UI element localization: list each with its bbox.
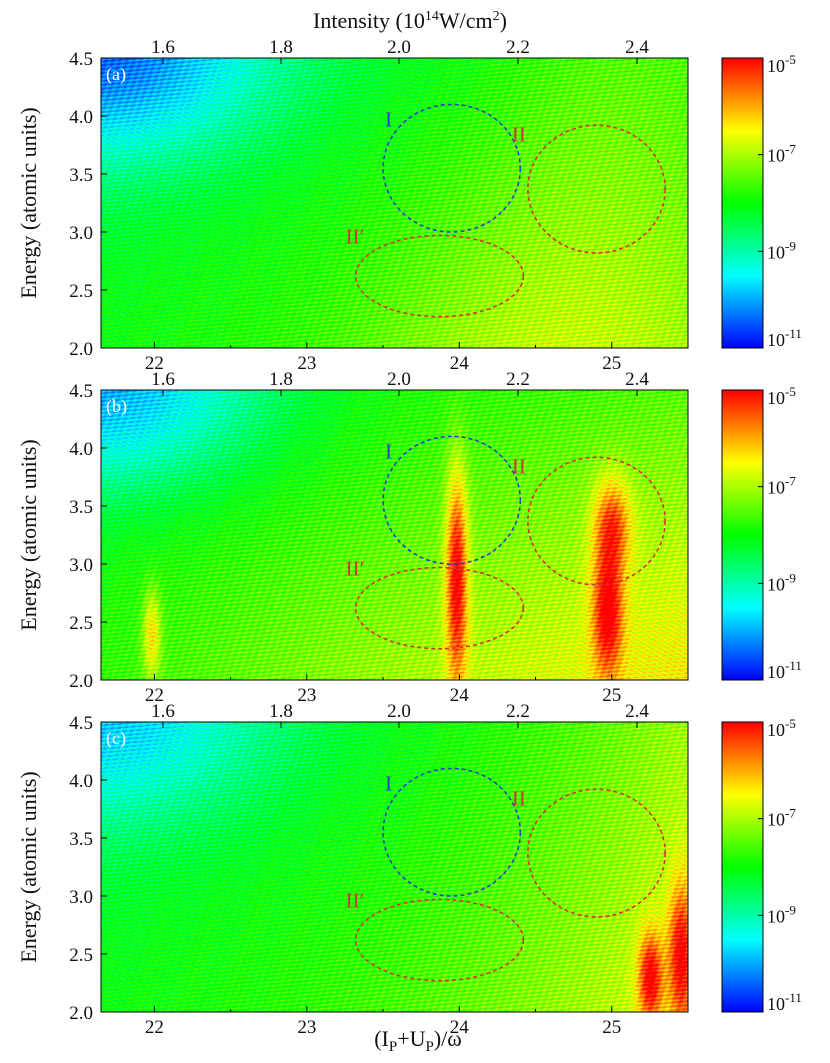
panel-label: (c) <box>106 728 126 749</box>
region-ellipse <box>354 566 525 650</box>
region-label: II <box>512 122 526 146</box>
y-tick-label: 2.5 <box>69 281 93 302</box>
y-axis-title: Energy (atomic units) <box>16 771 41 962</box>
top-tick-label: 2.4 <box>625 369 649 390</box>
y-tick-label: 2.0 <box>69 1003 93 1024</box>
x-tick-label: 23 <box>297 685 316 706</box>
top-tick-label: 2.4 <box>625 701 649 722</box>
colorbar-tick-label: 10-5 <box>767 52 796 76</box>
plot-frame <box>100 57 689 349</box>
top-tick-label: 2.0 <box>387 701 411 722</box>
plot-frame <box>100 721 689 1013</box>
region-label: I <box>385 439 392 463</box>
y-tick-label: 4.0 <box>69 771 93 792</box>
x-tick-label: 23 <box>297 353 316 374</box>
y-tick-label: 3.5 <box>69 165 93 186</box>
x-tick-label: 22 <box>145 685 164 706</box>
panel-label: (a) <box>106 64 126 85</box>
panels: 2.0 2.5 3.0 3.5 4.0 4.5 22 23 24 25 1.6 1.8 2.0 2.2 2.… <box>16 37 802 1038</box>
top-tick-label: 2.4 <box>625 37 649 58</box>
region-label: II′ <box>346 888 365 912</box>
colorbar-tick-label: 10-7 <box>767 806 796 830</box>
region-ellipse <box>382 103 522 233</box>
colorbar-tick-label: 10-5 <box>767 384 796 408</box>
y-tick-label: 3.5 <box>69 829 93 850</box>
colorbar <box>721 389 764 681</box>
region-ellipse <box>354 898 525 982</box>
x-tick-label: 24 <box>450 685 470 706</box>
top-tick-label: 1.6 <box>151 701 175 722</box>
colorbar-tick-label: 10-9 <box>767 238 796 262</box>
colorbar <box>721 721 764 1013</box>
region-ellipse <box>527 124 666 254</box>
y-tick-label: 4.0 <box>69 439 93 460</box>
y-axis-title: Energy (atomic units) <box>16 107 41 298</box>
colorbar-tick-label: 10-9 <box>767 570 796 594</box>
panel-label: (b) <box>106 396 127 417</box>
top-tick-label: 1.6 <box>151 37 175 58</box>
colorbar-tick-label: 10-11 <box>767 990 802 1014</box>
y-tick-label: 3.0 <box>69 223 93 244</box>
y-tick-label: 4.5 <box>69 381 93 402</box>
colorbar-tick-label: 10-11 <box>767 658 802 682</box>
x-tick-label: 25 <box>602 685 621 706</box>
top-tick-label: 1.8 <box>269 37 293 58</box>
x-tick-label: 24 <box>450 353 470 374</box>
region-label: I <box>385 771 392 795</box>
top-tick-label: 2.2 <box>506 369 530 390</box>
region-ellipse <box>527 456 666 586</box>
plot-frame <box>100 389 689 681</box>
y-tick-label: 4.0 <box>69 107 93 128</box>
panel-a: 2.0 2.5 3.0 3.5 4.0 4.5 22 23 24 25 1.6 1.8 2.0 2.2 2.… <box>16 37 802 374</box>
colorbar <box>721 57 764 349</box>
panel-c: 2.0 2.5 3.0 3.5 4.0 4.5 22 23 24 25 1.6 1.8 2.0 2.2 2.… <box>16 701 802 1038</box>
region-ellipse <box>527 788 666 918</box>
top-axis-title: Intensity (1014W/cm2) <box>313 8 507 33</box>
colorbar-tick-label: 10-7 <box>767 474 796 498</box>
top-tick-label: 2.2 <box>506 701 530 722</box>
x-tick-label: 22 <box>145 1017 164 1038</box>
x-tick-label: 25 <box>602 353 621 374</box>
y-tick-label: 4.5 <box>69 713 93 734</box>
top-tick-label: 1.8 <box>269 701 293 722</box>
y-tick-label: 2.0 <box>69 339 93 360</box>
colorbar-tick-label: 10-7 <box>767 142 796 166</box>
top-tick-label: 1.6 <box>151 369 175 390</box>
y-tick-label: 3.0 <box>69 555 93 576</box>
top-tick-label: 2.2 <box>506 37 530 58</box>
y-tick-label: 3.5 <box>69 497 93 518</box>
region-label: II′ <box>346 224 365 248</box>
top-tick-label: 2.0 <box>387 37 411 58</box>
region-ellipse <box>354 234 525 318</box>
y-tick-label: 2.0 <box>69 671 93 692</box>
x-tick-label: 25 <box>602 1017 621 1038</box>
region-label: II′ <box>346 556 365 580</box>
top-tick-label: 1.8 <box>269 369 293 390</box>
region-label: I <box>385 107 392 131</box>
x-tick-label: 24 <box>450 1017 470 1038</box>
y-axis-title: Energy (atomic units) <box>16 439 41 630</box>
x-axis-title: (IP+UP)/ω <box>374 1026 462 1055</box>
colorbar-tick-label: 10-9 <box>767 902 796 926</box>
region-ellipse <box>382 435 522 565</box>
y-tick-label: 4.5 <box>69 49 93 70</box>
region-label: II <box>512 454 526 478</box>
x-tick-label: 23 <box>297 1017 316 1038</box>
panel-b: 2.0 2.5 3.0 3.5 4.0 4.5 22 23 24 25 1.6 1.8 2.0 2.2 2.… <box>16 369 802 706</box>
x-tick-label: 22 <box>145 353 164 374</box>
region-label: II <box>512 786 526 810</box>
colorbar-tick-label: 10-11 <box>767 326 802 350</box>
y-tick-label: 3.0 <box>69 887 93 908</box>
top-tick-label: 2.0 <box>387 369 411 390</box>
y-tick-label: 2.5 <box>69 613 93 634</box>
region-ellipse <box>382 767 522 897</box>
colorbar-tick-label: 10-5 <box>767 716 796 740</box>
y-tick-label: 2.5 <box>69 945 93 966</box>
